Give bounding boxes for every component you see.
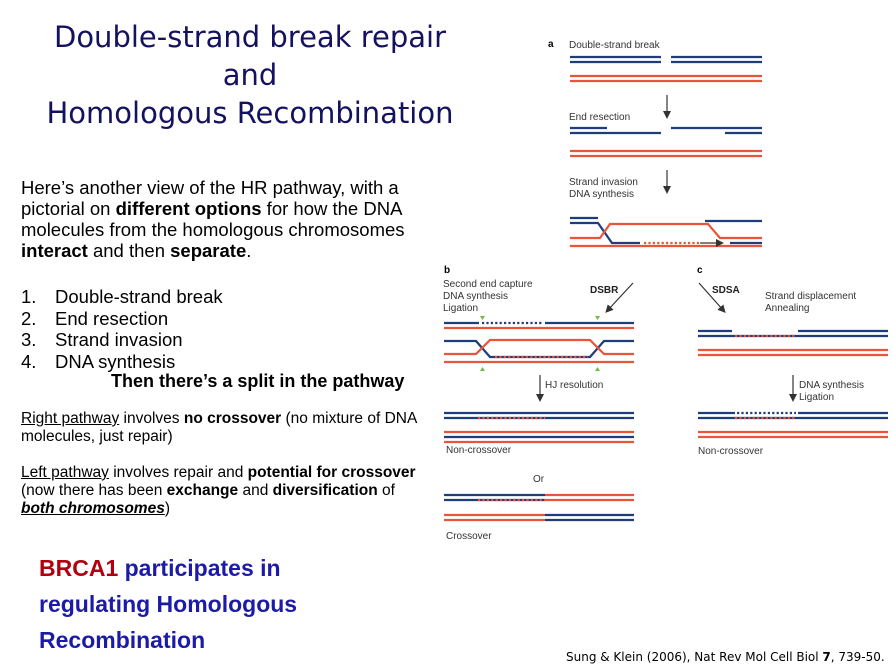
panel-b-letter: b	[444, 265, 450, 276]
invasion-red-strands	[570, 222, 762, 248]
step-list: 1. Double-strand break 2. End resection 3.…	[21, 286, 223, 372]
right-pathway-term: Right pathway	[21, 410, 120, 427]
step-text: End resection	[55, 307, 169, 329]
crossover-label: Crossover	[446, 531, 492, 542]
arrow-down-right-icon	[698, 282, 726, 313]
para-bold: potential for crossover	[247, 464, 416, 481]
intro-text: .	[246, 240, 252, 261]
intro-text: and then	[87, 240, 171, 261]
capture-label-3: Ligation	[443, 303, 478, 314]
split-statement: Then there’s a split in the pathway	[111, 371, 405, 391]
sdsa-red-strands	[698, 348, 888, 357]
step-item: 2. End resection	[21, 308, 223, 330]
left-pathway-term: Left pathway	[21, 464, 109, 481]
invasion-label-2: DNA synthesis	[569, 189, 634, 200]
intro-bold: interact	[21, 240, 88, 261]
para-text: (now there has been	[21, 482, 167, 499]
displace-label-2: Annealing	[765, 303, 809, 314]
noncrossover-label-c: Non-crossover	[698, 446, 764, 457]
step-number: 1.	[21, 286, 37, 307]
intro-bold: separate	[170, 240, 247, 261]
dhj-red-strands	[444, 326, 634, 364]
intro-bold: different options	[115, 198, 262, 219]
ligation-marks	[480, 316, 600, 371]
para-text: and	[238, 482, 273, 499]
nco-blue-strands	[444, 411, 634, 439]
end-resection-label: End resection	[569, 112, 630, 123]
sdsa-nco-red	[698, 430, 888, 439]
dsb-label: Double-strand break	[569, 40, 661, 51]
para-text: (no mixture of DNA molecules, just repai…	[21, 410, 417, 445]
brca1-statement: BRCA1 participates in regulating Homolog…	[39, 550, 369, 658]
dsb-red-strands	[570, 74, 762, 83]
noncrossover-label-b: Non-crossover	[446, 445, 512, 456]
arrow-down-left-icon	[605, 282, 634, 313]
title-line-1: Double-strand break repair	[53, 20, 446, 54]
dsb-blue-strands	[570, 55, 762, 64]
intro-text: for how the DNA molecules from the homol…	[21, 198, 405, 240]
para-text: involves repair and	[108, 464, 248, 481]
displace-label-1: Strand displacement	[765, 291, 856, 302]
para-text: involves	[119, 410, 184, 427]
synth-label-2: Ligation	[799, 392, 834, 403]
synth-label-1: DNA synthesis	[799, 380, 864, 391]
hr-pathway-diagram: a Double-strand break End resection Stra…	[443, 39, 888, 542]
nco-red-strands	[444, 430, 634, 444]
citation-volume: 7	[822, 650, 831, 664]
invasion-blue-strands	[570, 216, 762, 245]
para-bold: diversification	[272, 482, 378, 499]
step-text: Double-strand break	[55, 286, 223, 307]
citation-text: Sung & Klein (2006), Nat Rev Mol Cell Bi…	[566, 650, 823, 664]
co-strands	[444, 493, 634, 522]
sdsa-label: SDSA	[712, 285, 740, 296]
panel-b: b Second end capture DNA synthesis Ligat…	[443, 265, 634, 542]
step-number: 3.	[21, 329, 37, 350]
para-bold: exchange	[166, 482, 239, 499]
step-number: 4.	[21, 350, 37, 372]
para-text: of	[377, 482, 395, 499]
hj-resolution-label: HJ resolution	[545, 380, 603, 391]
panel-a-letter: a	[548, 39, 554, 50]
step-text: Strand invasion	[55, 329, 183, 350]
step-text: DNA synthesis	[55, 350, 176, 372]
step-item: 4. DNA synthesis	[21, 351, 223, 373]
step-item: 3. Strand invasion	[21, 329, 223, 351]
brca1-text: participates in regulating Homologous Re…	[39, 555, 298, 653]
resection-blue-strands	[570, 126, 762, 135]
capture-label-1: Second end capture	[443, 279, 533, 290]
dsbr-label: DSBR	[590, 285, 619, 296]
citation-text: , 739-50.	[830, 650, 885, 664]
para-bold-italic: both chromosomes	[21, 500, 165, 517]
citation: Sung & Klein (2006), Nat Rev Mol Cell Bi…	[566, 650, 885, 664]
brca1-name: BRCA1	[39, 555, 119, 581]
para-bold: no crossover	[183, 410, 282, 427]
title-line-3: Homologous Recombination	[46, 96, 454, 130]
or-label: Or	[533, 474, 545, 485]
step-item: 1. Double-strand break	[21, 286, 223, 308]
intro-paragraph: Here’s another view of the HR pathway, w…	[21, 177, 461, 261]
capture-label-2: DNA synthesis	[443, 291, 508, 302]
slide-title: Double-strand break repair and Homologou…	[20, 18, 480, 132]
left-pathway-paragraph: Left pathway involves repair and potenti…	[21, 464, 421, 518]
resection-red-strands	[570, 149, 762, 158]
para-text: )	[164, 500, 170, 517]
step-number: 2.	[21, 307, 37, 329]
panel-c-letter: c	[697, 265, 703, 276]
right-pathway-paragraph: Right pathway involves no crossover (no …	[21, 410, 421, 446]
invasion-label-1: Strand invasion	[569, 177, 638, 188]
intro-text: Here’s another view of the HR pathway, w…	[21, 177, 399, 219]
panel-c: c SDSA Strand displacement Annealing DNA…	[697, 265, 888, 457]
panel-a: a Double-strand break End resection Stra…	[548, 39, 762, 248]
title-line-2: and	[222, 58, 278, 92]
